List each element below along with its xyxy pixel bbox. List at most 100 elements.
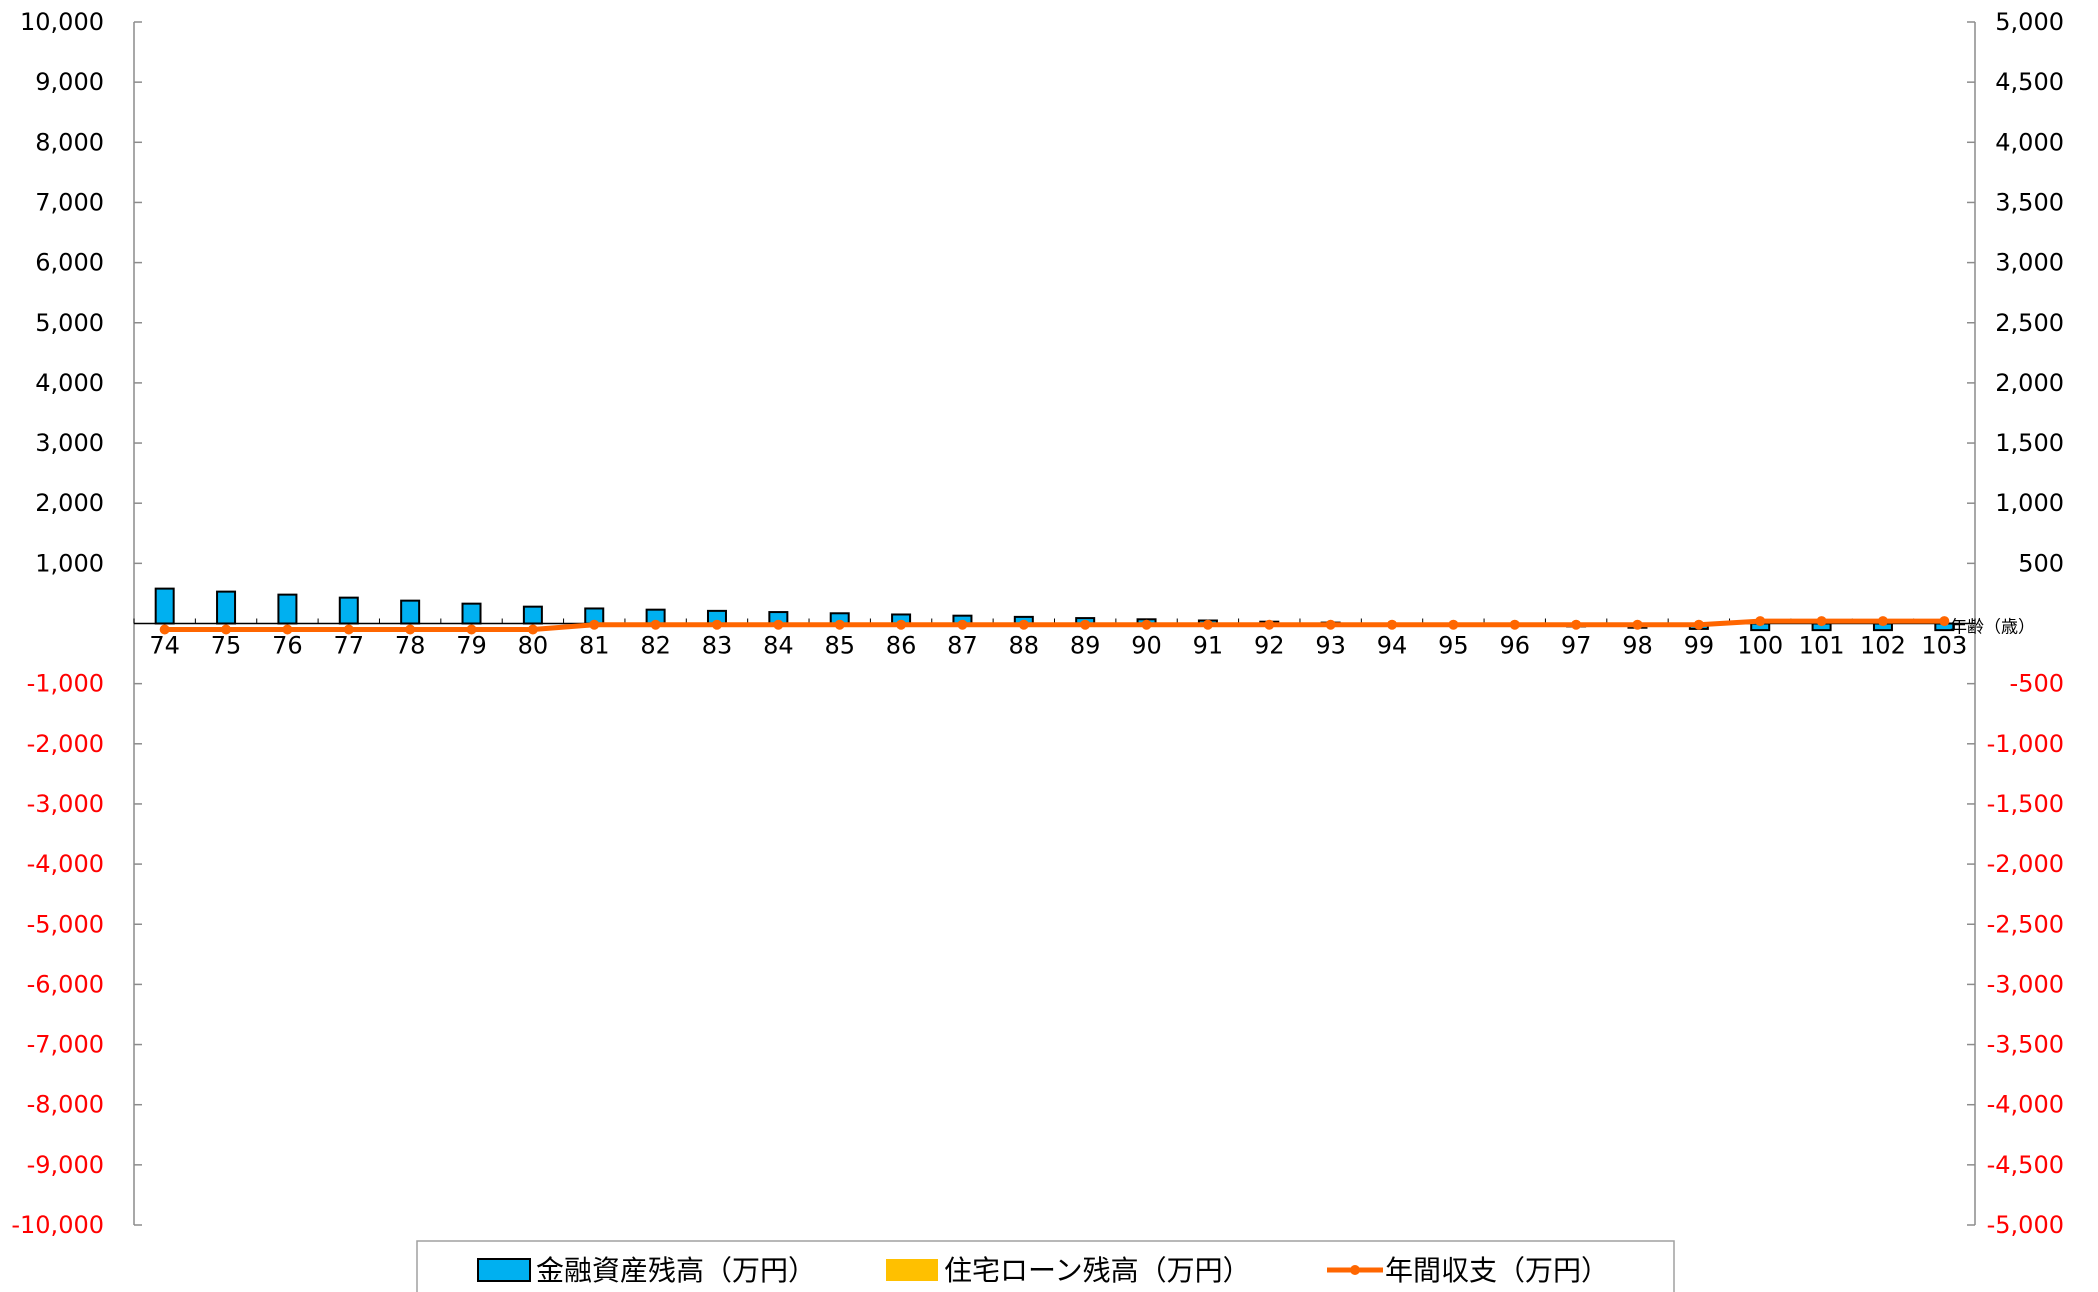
legend-swatch-housing-loan	[886, 1259, 938, 1281]
left-tick-label: 9,000	[35, 68, 104, 96]
annual-balance-point-85	[834, 619, 845, 630]
left-tick-label: -3,000	[27, 790, 104, 818]
left-tick-label: 4,000	[35, 369, 104, 397]
annual-balance-point-83	[711, 619, 722, 630]
annual-balance-point-100	[1755, 616, 1766, 627]
x-tick-label: 102	[1860, 632, 1906, 660]
right-tick-label: 4,000	[1995, 128, 2064, 156]
x-tick-label: 74	[149, 632, 180, 660]
annual-balance-line	[164, 618, 1945, 633]
x-tick-label: 78	[395, 632, 426, 660]
x-tick-label: 84	[763, 632, 794, 660]
left-tick-label: 1,000	[35, 549, 104, 577]
right-tick-label: 1,500	[1995, 429, 2064, 457]
legend-box	[416, 1240, 1675, 1292]
bar-financial-assets-74	[154, 587, 175, 625]
left-tick-label: -1,000	[27, 670, 104, 698]
x-axis-unit-label: 年齢（歳）	[1950, 618, 2035, 638]
annual-balance-point-103	[1939, 616, 1950, 627]
annual-balance-point-80	[527, 624, 538, 635]
annual-balance-point-98	[1632, 619, 1643, 630]
right-tick-label: -3,000	[1987, 970, 2064, 998]
annual-balance-point-79	[466, 624, 477, 635]
right-tick-label: -4,500	[1987, 1151, 2064, 1179]
bar-financial-assets-77	[338, 596, 359, 625]
right-tick-label: 5,000	[1995, 8, 2064, 36]
left-tick-label: 6,000	[35, 249, 104, 277]
right-tick-label: -5,000	[1987, 1211, 2064, 1239]
right-tick-label: 500	[2018, 549, 2064, 577]
right-tick-label: -4,000	[1987, 1091, 2064, 1119]
right-tick-label: 3,500	[1995, 188, 2064, 216]
left-tick-label: -10,000	[11, 1211, 104, 1239]
legend-label-financial-assets: 金融資産残高（万円）	[536, 1254, 816, 1287]
annual-balance-point-96	[1509, 619, 1520, 630]
x-tick-label: 86	[886, 632, 917, 660]
annual-balance-point-94	[1387, 619, 1398, 630]
x-tick-label: 79	[456, 632, 487, 660]
annual-balance-point-82	[650, 619, 661, 630]
annual-balance-point-87	[957, 619, 968, 630]
x-tick-label: 87	[947, 632, 978, 660]
x-tick-label: 96	[1499, 632, 1530, 660]
x-tick-label: 93	[1315, 632, 1346, 660]
left-tick-label: -8,000	[27, 1091, 104, 1119]
axes-layer: 10,000 9,000 8,000 7,000 6,000 5,000 4,000 3,00…	[11, 8, 2064, 1239]
x-tick-label: 90	[1131, 632, 1162, 660]
legend: 金融資産残高（万円） 住宅ローン残高（万円） 年間収支（万円）	[416, 1240, 1675, 1292]
annual-balance-point-101	[1816, 616, 1827, 627]
annual-balance-point-92	[1264, 619, 1275, 630]
legend-label-annual-balance: 年間収支（万円）	[1385, 1254, 1609, 1287]
left-tick-label: 10,000	[20, 8, 104, 36]
bar-financial-assets-78	[400, 599, 421, 625]
x-tick-label: 103	[1921, 632, 1967, 660]
annual-balance-point-81	[589, 619, 600, 630]
x-tick-label: 100	[1737, 632, 1783, 660]
right-tick-label: -500	[2010, 670, 2064, 698]
annual-balance-point-90	[1141, 619, 1152, 630]
annual-balance-point-86	[896, 619, 907, 630]
x-tick-label: 85	[824, 632, 855, 660]
x-tick-label: 94	[1377, 632, 1408, 660]
right-tick-label: 4,500	[1995, 68, 2064, 96]
right-tick-label: -3,500	[1987, 1031, 2064, 1059]
x-tick-label: 77	[334, 632, 365, 660]
annual-balance-point-76	[282, 624, 293, 635]
x-tick-label: 97	[1561, 632, 1592, 660]
left-tick-label: 7,000	[35, 188, 104, 216]
x-tick-label: 82	[640, 632, 671, 660]
annual-balance-point-91	[1202, 619, 1213, 630]
x-tick-label: 92	[1254, 632, 1285, 660]
annual-balance-point-77	[343, 624, 354, 635]
left-tick-label: 3,000	[35, 429, 104, 457]
annual-balance-point-93	[1325, 619, 1336, 630]
left-tick-label: -7,000	[27, 1031, 104, 1059]
left-tick-label: -9,000	[27, 1151, 104, 1179]
x-tick-label: 80	[518, 632, 549, 660]
bar-financial-assets-80	[522, 605, 543, 625]
left-tick-label: 5,000	[35, 309, 104, 337]
x-tick-label: 91	[1193, 632, 1224, 660]
left-tick-label: -6,000	[27, 970, 104, 998]
bars-layer	[154, 587, 1955, 632]
annual-balance-point-99	[1693, 619, 1704, 630]
x-tick-label: 101	[1799, 632, 1845, 660]
left-tick-label: 2,000	[35, 489, 104, 517]
x-tick-label: 75	[211, 632, 242, 660]
right-tick-label: 1,000	[1995, 489, 2064, 517]
x-tick-label: 83	[702, 632, 733, 660]
annual-balance-point-97	[1571, 619, 1582, 630]
annual-balance-point-74	[159, 624, 170, 635]
annual-balance-point-95	[1448, 619, 1459, 630]
bar-financial-assets-75	[216, 590, 237, 625]
x-tick-label: 98	[1622, 632, 1653, 660]
annual-balance-point-89	[1080, 619, 1091, 630]
left-tick-label: 8,000	[35, 128, 104, 156]
right-tick-label: 2,500	[1995, 309, 2064, 337]
left-tick-label: -4,000	[27, 850, 104, 878]
annual-balance-point-88	[1018, 619, 1029, 630]
legend-swatch-marker	[1350, 1265, 1360, 1275]
x-tick-label: 88	[1009, 632, 1040, 660]
legend-label-housing-loan: 住宅ローン残高（万円）	[944, 1254, 1251, 1287]
right-tick-label: 3,000	[1995, 249, 2064, 277]
